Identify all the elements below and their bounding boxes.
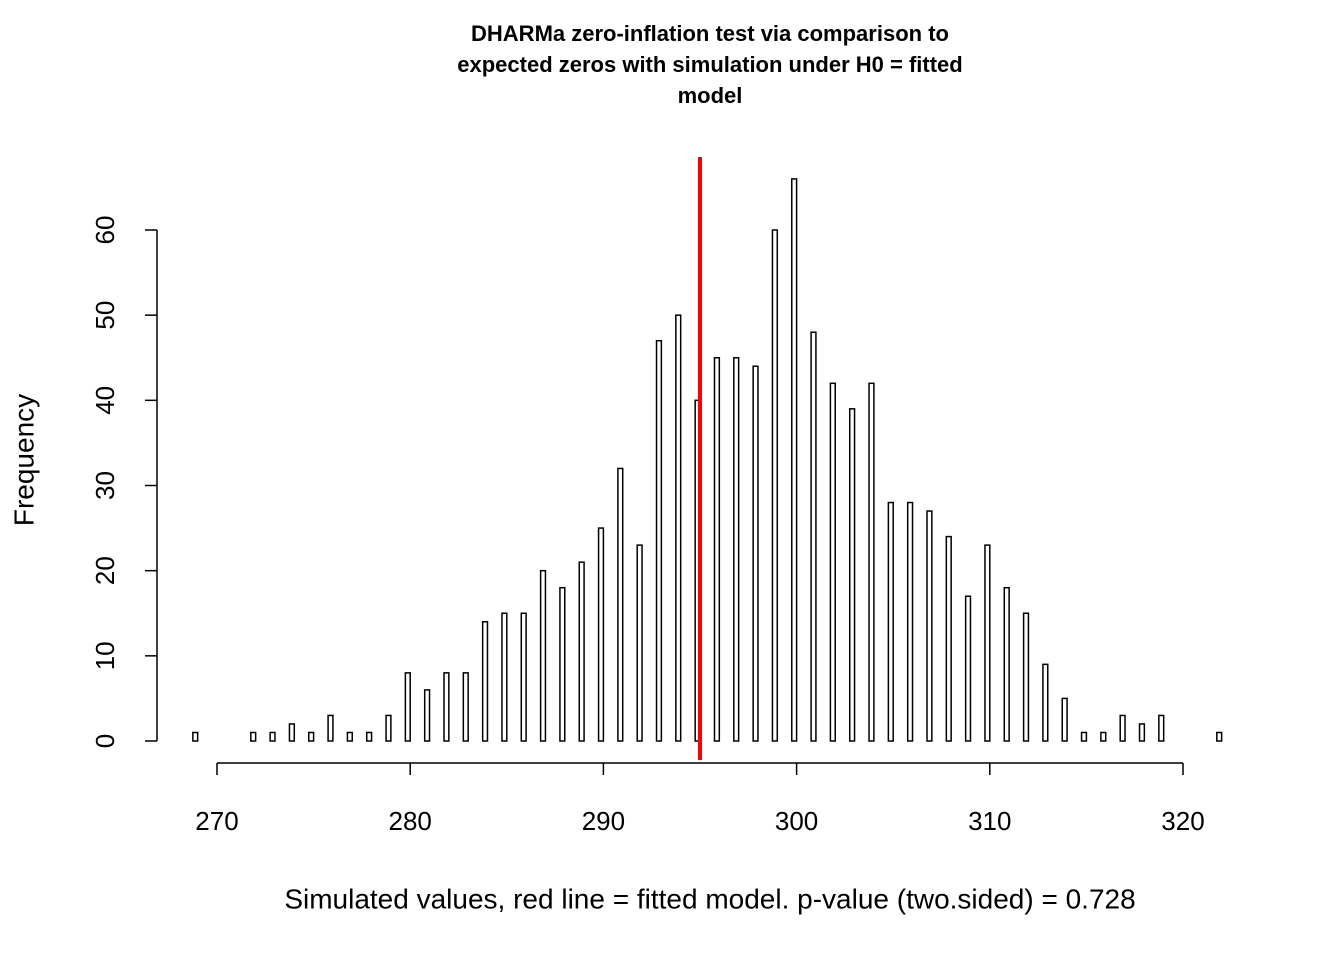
bar xyxy=(1042,663,1049,742)
bar xyxy=(501,612,508,742)
bar xyxy=(443,672,450,742)
y-axis-label: Frequency xyxy=(8,394,39,526)
bar xyxy=(327,714,334,742)
x-tick-label: 280 xyxy=(389,806,432,836)
bar xyxy=(597,527,605,742)
x-tick-label: 310 xyxy=(968,806,1011,836)
bar xyxy=(481,621,489,742)
y-tick-label: 20 xyxy=(90,556,120,585)
bar xyxy=(868,382,875,742)
bar xyxy=(1158,714,1165,742)
bar xyxy=(520,612,527,742)
bar xyxy=(675,314,682,742)
bar xyxy=(462,672,469,742)
chart-title: model xyxy=(678,83,743,108)
bar xyxy=(365,731,373,742)
bar xyxy=(250,731,257,742)
bar xyxy=(346,731,353,742)
y-tick-label: 60 xyxy=(90,216,120,245)
bar xyxy=(1100,731,1107,742)
bar xyxy=(906,501,914,742)
bar xyxy=(829,382,836,742)
y-tick-label: 0 xyxy=(90,734,120,748)
bar xyxy=(984,544,991,742)
bar xyxy=(539,569,547,742)
bar xyxy=(733,357,740,742)
bar xyxy=(1003,586,1010,742)
bar xyxy=(655,339,663,742)
bar xyxy=(288,723,296,742)
bar xyxy=(308,731,315,742)
bar xyxy=(559,586,566,742)
bar xyxy=(713,357,721,742)
bar xyxy=(810,331,817,742)
bar xyxy=(752,365,759,742)
y-tick-label: 50 xyxy=(90,301,120,330)
x-tick-label: 300 xyxy=(775,806,818,836)
bar xyxy=(192,731,199,742)
bar xyxy=(1080,731,1088,742)
bar xyxy=(636,544,643,742)
bar xyxy=(385,714,392,742)
chart-title: expected zeros with simulation under H0 … xyxy=(457,52,962,77)
bar xyxy=(791,178,798,742)
x-tick-label: 320 xyxy=(1161,806,1204,836)
y-tick-label: 30 xyxy=(90,471,120,500)
bar xyxy=(945,535,952,742)
bar xyxy=(423,689,431,742)
bar xyxy=(926,510,933,742)
bar xyxy=(1138,723,1146,742)
y-tick-label: 40 xyxy=(90,386,120,415)
chart-title: DHARMa zero-inflation test via compariso… xyxy=(471,21,949,46)
bar xyxy=(848,408,856,742)
bar xyxy=(1061,697,1068,742)
x-tick-label: 290 xyxy=(582,806,625,836)
bar xyxy=(1022,612,1030,742)
bar xyxy=(1119,714,1126,742)
bar xyxy=(887,501,894,742)
x-tick-label: 270 xyxy=(195,806,238,836)
bar xyxy=(964,595,972,742)
bar xyxy=(771,229,779,742)
y-tick-label: 10 xyxy=(90,641,120,670)
bar xyxy=(578,561,585,742)
bar xyxy=(269,731,276,742)
bar xyxy=(404,672,411,742)
bar xyxy=(1216,731,1223,742)
x-axis-label: Simulated values, red line = fitted mode… xyxy=(284,883,1135,914)
bar xyxy=(617,467,624,742)
